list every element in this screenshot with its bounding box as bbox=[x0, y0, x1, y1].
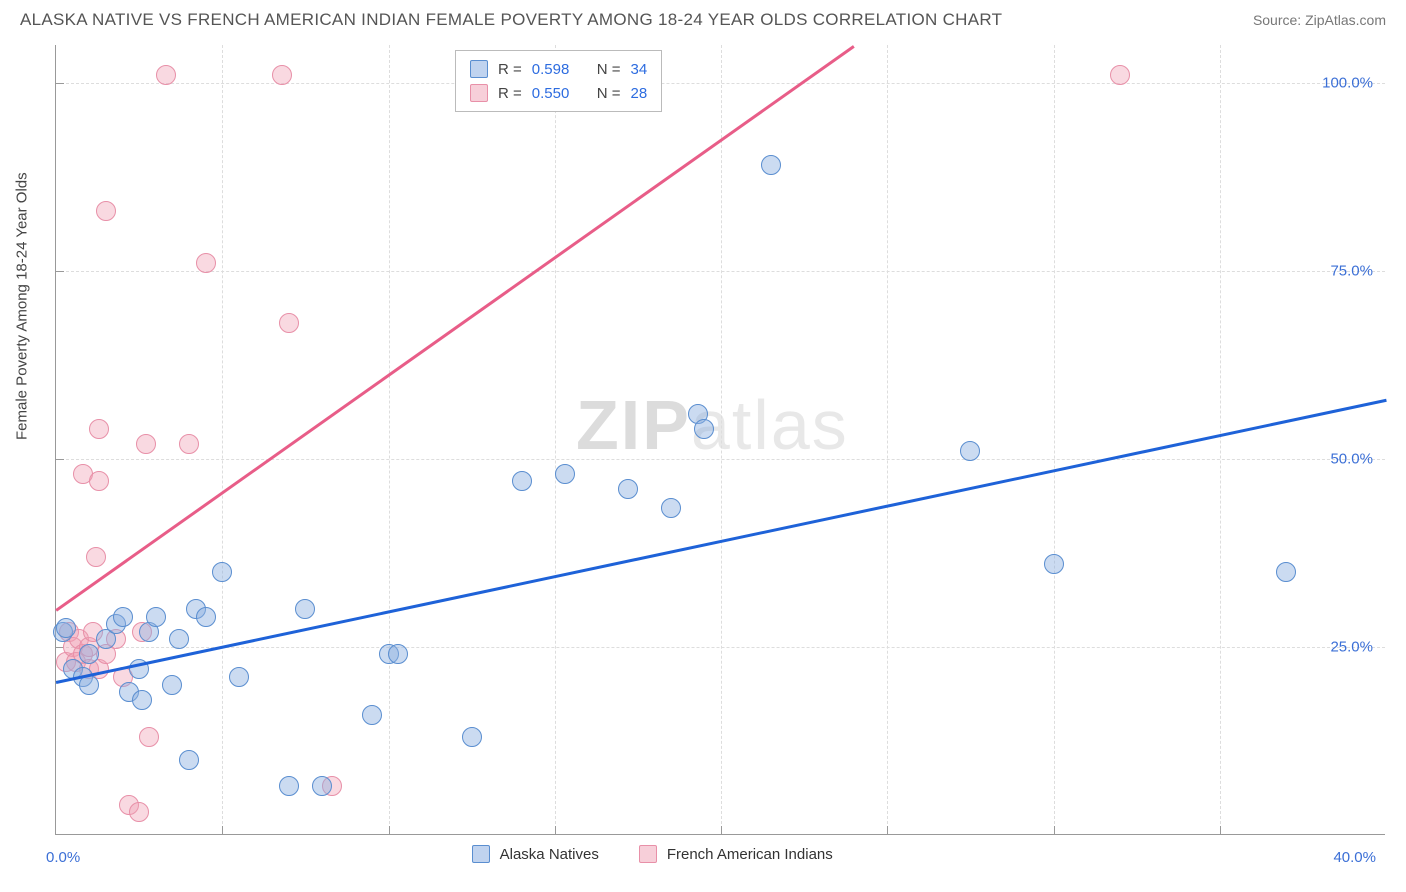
scatter-point bbox=[312, 776, 332, 796]
scatter-point bbox=[761, 155, 781, 175]
scatter-point bbox=[156, 65, 176, 85]
yaxis-title: Female Poverty Among 18-24 Year Olds bbox=[14, 172, 31, 440]
scatter-point bbox=[229, 667, 249, 687]
scatter-point bbox=[86, 547, 106, 567]
scatter-point bbox=[694, 419, 714, 439]
scatter-point bbox=[1110, 65, 1130, 85]
r-value: 0.550 bbox=[532, 85, 587, 102]
n-value: 34 bbox=[631, 61, 648, 78]
scatter-point bbox=[162, 675, 182, 695]
legend-stats-row: R = 0.598 N = 34 bbox=[470, 57, 647, 81]
n-label: N = bbox=[597, 61, 621, 78]
xtick bbox=[222, 826, 223, 834]
scatter-point bbox=[96, 201, 116, 221]
scatter-point bbox=[272, 65, 292, 85]
scatter-point bbox=[362, 705, 382, 725]
scatter-point bbox=[132, 690, 152, 710]
ytick bbox=[56, 271, 64, 272]
xtick-label: 0.0% bbox=[46, 849, 80, 866]
scatter-point bbox=[462, 727, 482, 747]
xtick bbox=[887, 826, 888, 834]
xtick-label: 40.0% bbox=[1333, 849, 1376, 866]
scatter-point bbox=[388, 644, 408, 664]
scatter-point bbox=[1044, 554, 1064, 574]
scatter-point bbox=[279, 313, 299, 333]
scatter-point bbox=[295, 599, 315, 619]
scatter-point bbox=[196, 253, 216, 273]
scatter-point bbox=[618, 479, 638, 499]
xtick bbox=[1054, 826, 1055, 834]
chart-container: ZIPatlas 25.0%50.0%75.0%100.0%0.0%40.0%R… bbox=[55, 45, 1385, 835]
xtick bbox=[389, 826, 390, 834]
gridline-v bbox=[1220, 45, 1221, 834]
scatter-point bbox=[89, 471, 109, 491]
n-label: N = bbox=[597, 85, 621, 102]
ytick bbox=[56, 83, 64, 84]
legend-swatch-icon bbox=[470, 60, 488, 78]
scatter-point bbox=[113, 607, 133, 627]
legend-swatch-icon bbox=[639, 845, 657, 863]
source-label: Source: ZipAtlas.com bbox=[1253, 12, 1386, 28]
xtick bbox=[555, 826, 556, 834]
scatter-point bbox=[512, 471, 532, 491]
scatter-point bbox=[960, 441, 980, 461]
legend-series-label: French American Indians bbox=[667, 846, 833, 863]
watermark-zip: ZIP bbox=[576, 386, 691, 464]
scatter-point bbox=[89, 419, 109, 439]
ytick-label: 50.0% bbox=[1330, 450, 1373, 467]
gridline-v bbox=[389, 45, 390, 834]
ytick-label: 75.0% bbox=[1330, 262, 1373, 279]
r-value: 0.598 bbox=[532, 61, 587, 78]
legend-stats-row: R = 0.550 N = 28 bbox=[470, 81, 647, 105]
plot-area: ZIPatlas 25.0%50.0%75.0%100.0%0.0%40.0%R… bbox=[55, 45, 1385, 835]
xtick bbox=[1220, 826, 1221, 834]
r-label: R = bbox=[498, 85, 522, 102]
trendline bbox=[55, 45, 854, 611]
scatter-point bbox=[212, 562, 232, 582]
gridline-v bbox=[887, 45, 888, 834]
scatter-point bbox=[279, 776, 299, 796]
scatter-point bbox=[79, 644, 99, 664]
scatter-point bbox=[661, 498, 681, 518]
ytick-label: 25.0% bbox=[1330, 638, 1373, 655]
ytick bbox=[56, 459, 64, 460]
n-value: 28 bbox=[631, 85, 648, 102]
gridline-v bbox=[1054, 45, 1055, 834]
scatter-point bbox=[169, 629, 189, 649]
xtick bbox=[721, 826, 722, 834]
chart-title: ALASKA NATIVE VS FRENCH AMERICAN INDIAN … bbox=[20, 10, 1002, 30]
legend-stats: R = 0.598 N = 34 R = 0.550 N = 28 bbox=[455, 50, 662, 112]
gridline-v bbox=[721, 45, 722, 834]
scatter-point bbox=[1276, 562, 1296, 582]
scatter-point bbox=[56, 618, 76, 638]
legend-series-label: Alaska Natives bbox=[500, 846, 599, 863]
scatter-point bbox=[139, 727, 159, 747]
scatter-point bbox=[136, 434, 156, 454]
gridline-v bbox=[555, 45, 556, 834]
legend-series: Alaska Natives French American Indians bbox=[472, 845, 863, 863]
legend-swatch-icon bbox=[470, 84, 488, 102]
r-label: R = bbox=[498, 61, 522, 78]
legend-swatch-icon bbox=[472, 845, 490, 863]
scatter-point bbox=[179, 434, 199, 454]
scatter-point bbox=[146, 607, 166, 627]
watermark-atlas: atlas bbox=[691, 386, 849, 464]
scatter-point bbox=[196, 607, 216, 627]
scatter-point bbox=[555, 464, 575, 484]
scatter-point bbox=[179, 750, 199, 770]
ytick-label: 100.0% bbox=[1322, 74, 1373, 91]
scatter-point bbox=[129, 802, 149, 822]
gridline-v bbox=[222, 45, 223, 834]
